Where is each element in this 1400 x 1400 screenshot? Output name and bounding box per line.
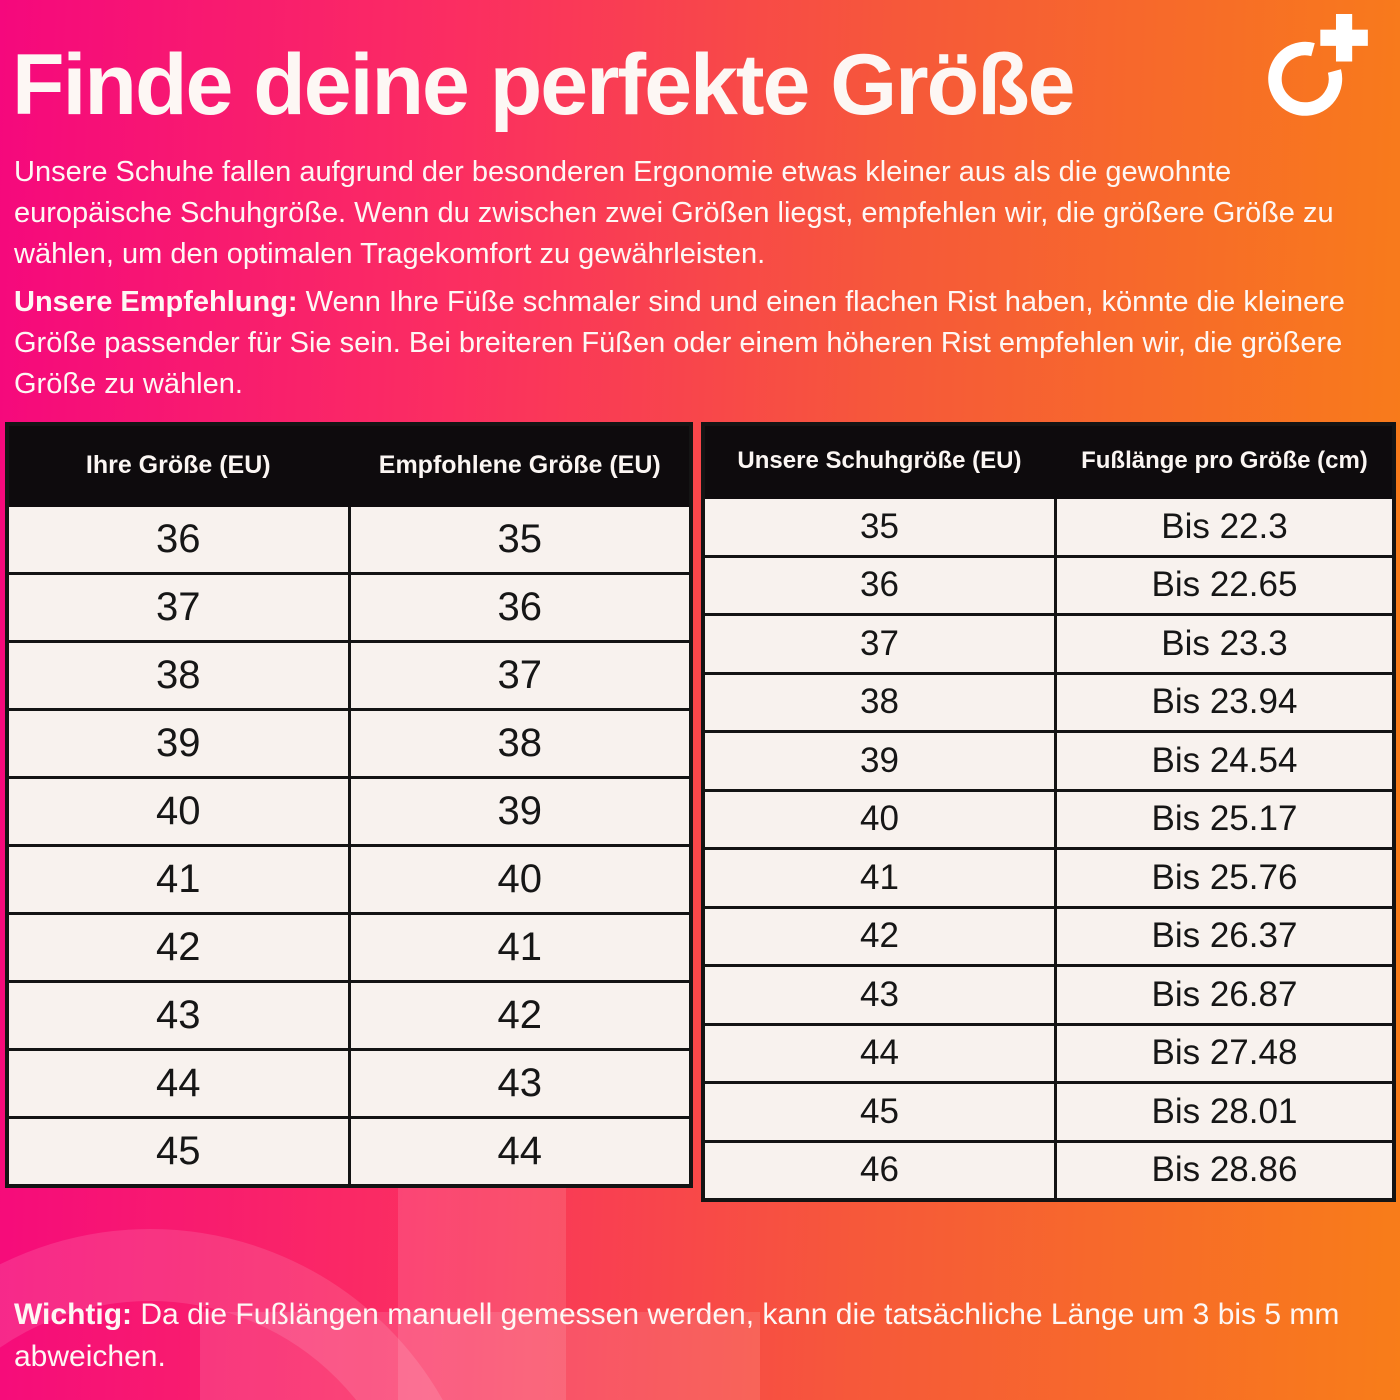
- table-row: 44 Bis 27.48: [701, 1022, 1396, 1084]
- table-cell: 41: [347, 912, 693, 983]
- table-cell: 43: [5, 980, 351, 1051]
- recommendation-text: Wenn Ihre Füße schmaler sind und einen f…: [14, 286, 1345, 401]
- important-note: Wichtig: Da die Fußlängen manuell gemess…: [14, 1294, 1392, 1378]
- table-cell: 44: [701, 1022, 1057, 1084]
- table-cell: 37: [701, 613, 1057, 675]
- foot-length-table: Unsere Schuhgröße (EU) Fußlänge pro Größ…: [701, 422, 1396, 1202]
- column-header-foot-length: Fußlänge pro Größe (cm): [1053, 422, 1396, 499]
- table-cell: Bis 26.37: [1053, 905, 1396, 967]
- table-cell: Bis 23.94: [1053, 671, 1396, 733]
- table-cell: 39: [347, 776, 693, 847]
- table-row: 45 Bis 28.01: [701, 1081, 1396, 1143]
- table-cell: 41: [5, 844, 351, 915]
- table-cell: Bis 22.65: [1053, 554, 1396, 616]
- table-row: 40 Bis 25.17: [701, 788, 1396, 850]
- table-cell: 44: [347, 1116, 693, 1188]
- table-cell: 43: [347, 1048, 693, 1119]
- table-row: 36 Bis 22.65: [701, 554, 1396, 616]
- column-header-your-size: Ihre Größe (EU): [5, 422, 351, 507]
- table-cell: Bis 26.87: [1053, 964, 1396, 1026]
- table-row: 41 Bis 25.76: [701, 847, 1396, 909]
- recommendation-paragraph: Unsere Empfehlung: Wenn Ihre Füße schmal…: [14, 282, 1396, 406]
- table-cell: Bis 22.3: [1053, 496, 1396, 558]
- table-row: 35 Bis 22.3: [701, 496, 1396, 558]
- table-cell: 35: [347, 504, 693, 575]
- table-row: 46 Bis 28.86: [701, 1139, 1396, 1202]
- table-row: 45 44: [5, 1116, 693, 1188]
- table-cell: 36: [701, 554, 1057, 616]
- table-header-row: Ihre Größe (EU) Empfohlene Größe (EU): [5, 422, 693, 507]
- table-cell: Bis 23.3: [1053, 613, 1396, 675]
- table-cell: 40: [701, 788, 1057, 850]
- table-row: 37 36: [5, 572, 693, 643]
- table-cell: Bis 28.01: [1053, 1081, 1396, 1143]
- table-cell: Bis 28.86: [1053, 1139, 1396, 1202]
- table-row: 39 38: [5, 708, 693, 779]
- table-cell: 37: [5, 572, 351, 643]
- important-note-text: Da die Fußlängen manuell gemessen werden…: [14, 1298, 1340, 1373]
- column-header-recommended-size: Empfohlene Größe (EU): [347, 422, 693, 507]
- important-note-label: Wichtig:: [14, 1298, 133, 1331]
- table-cell: 45: [701, 1081, 1057, 1143]
- table-cell: 42: [347, 980, 693, 1051]
- page-title: Finde deine perfekte Größe: [12, 37, 1075, 133]
- table-cell: 45: [5, 1116, 351, 1188]
- table-cell: Bis 27.48: [1053, 1022, 1396, 1084]
- recommendation-label: Unsere Empfehlung:: [14, 286, 298, 318]
- table-cell: 36: [347, 572, 693, 643]
- table-cell: 39: [701, 730, 1057, 792]
- table-cell: 38: [5, 640, 351, 711]
- table-cell: 40: [347, 844, 693, 915]
- table-row: 43 42: [5, 980, 693, 1051]
- table-cell: 37: [347, 640, 693, 711]
- table-cell: 42: [5, 912, 351, 983]
- table-cell: 38: [347, 708, 693, 779]
- table-row: 37 Bis 23.3: [701, 613, 1396, 675]
- table-cell: Bis 25.76: [1053, 847, 1396, 909]
- table-cell: 35: [701, 496, 1057, 558]
- table-row: 38 Bis 23.94: [701, 671, 1396, 733]
- table-cell: 41: [701, 847, 1057, 909]
- table-cell: 42: [701, 905, 1057, 967]
- table-cell: 40: [5, 776, 351, 847]
- table-row: 43 Bis 26.87: [701, 964, 1396, 1026]
- table-cell: 38: [701, 671, 1057, 733]
- table-row: 41 40: [5, 844, 693, 915]
- table-header-row: Unsere Schuhgröße (EU) Fußlänge pro Größ…: [701, 422, 1396, 499]
- column-header-shoe-size: Unsere Schuhgröße (EU): [701, 422, 1057, 499]
- table-row: 38 37: [5, 640, 693, 711]
- table-row: 40 39: [5, 776, 693, 847]
- table-cell: 46: [701, 1139, 1057, 1202]
- table-cell: 36: [5, 504, 351, 575]
- table-row: 44 43: [5, 1048, 693, 1119]
- table-cell: Bis 24.54: [1053, 730, 1396, 792]
- size-conversion-table: Ihre Größe (EU) Empfohlene Größe (EU) 36…: [5, 422, 693, 1188]
- table-cell: Bis 25.17: [1053, 788, 1396, 850]
- table-row: 36 35: [5, 504, 693, 575]
- table-row: 39 Bis 24.54: [701, 730, 1396, 792]
- table-row: 42 Bis 26.37: [701, 905, 1396, 967]
- intro-paragraph: Unsere Schuhe fallen aufgrund der besond…: [14, 156, 1334, 271]
- table-cell: 39: [5, 708, 351, 779]
- table-cell: 43: [701, 964, 1057, 1026]
- circle-plus-brand-icon: [1268, 14, 1368, 116]
- table-cell: 44: [5, 1048, 351, 1119]
- table-row: 42 41: [5, 912, 693, 983]
